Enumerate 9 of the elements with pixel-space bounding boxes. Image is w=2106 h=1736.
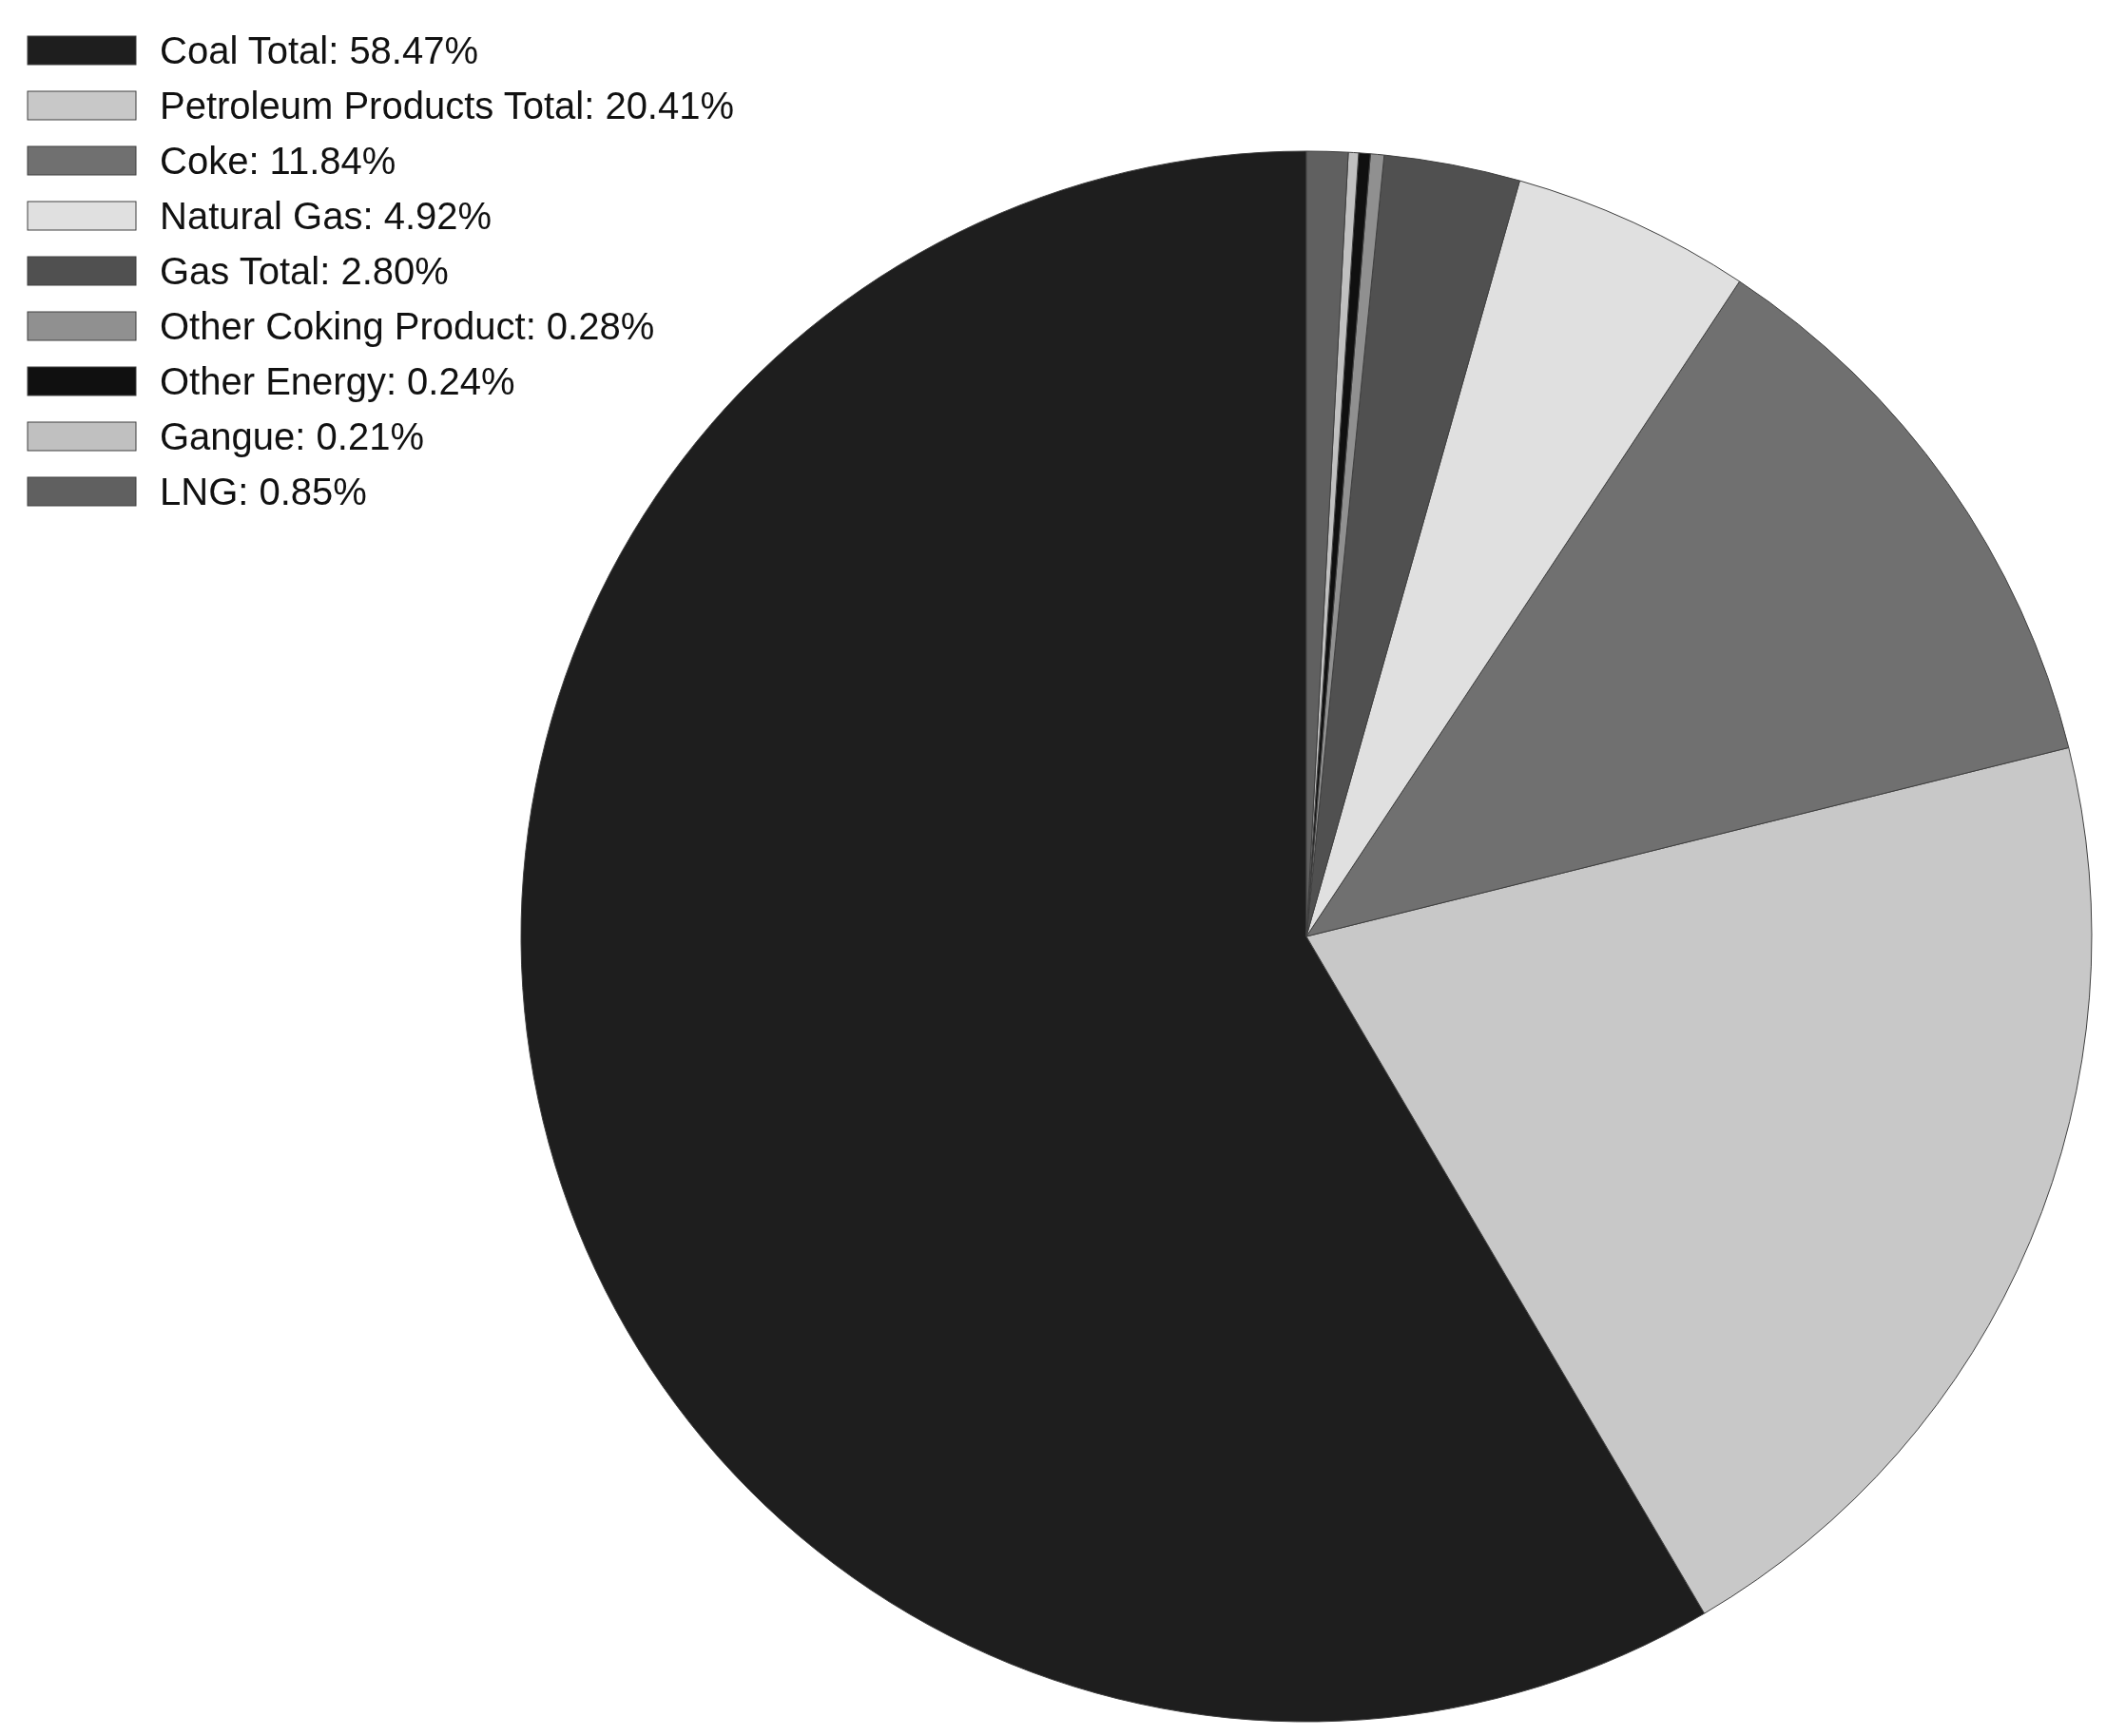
legend-label: Coke: 11.84%	[160, 139, 396, 183]
legend-label: Petroleum Products Total: 20.41%	[160, 84, 735, 128]
legend-label: Other Energy: 0.24%	[160, 359, 515, 404]
legend-label: Other Coking Product: 0.28%	[160, 304, 655, 349]
legend-label: Natural Gas: 4.92%	[160, 194, 493, 239]
legend-label: Gas Total: 2.80%	[160, 249, 449, 294]
legend-label: Gangue: 0.21%	[160, 415, 424, 459]
legend-label: LNG: 0.85%	[160, 470, 367, 514]
legend-label: Coal Total: 58.47%	[160, 29, 479, 73]
